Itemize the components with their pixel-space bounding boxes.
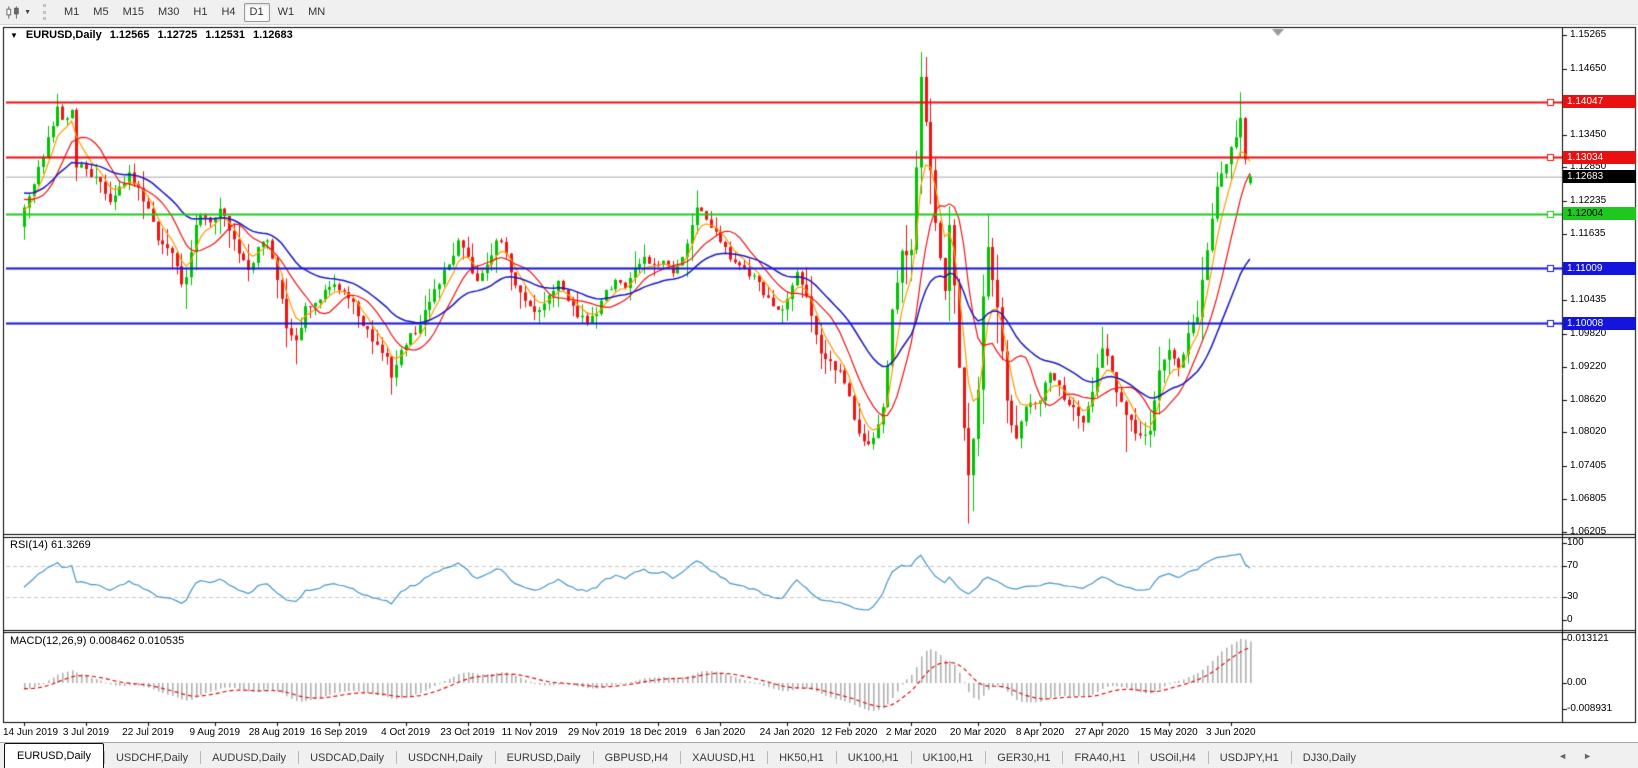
date-axis-label: 23 Oct 2019: [440, 727, 495, 738]
timeframe-button-m15[interactable]: M15: [122, 5, 144, 18]
date-axis-label: 4 Oct 2019: [381, 727, 431, 738]
price-axis-label: 1.12850: [1570, 161, 1607, 173]
chart-tab-7-xauusd-h1[interactable]: XAUUSD,H1: [680, 747, 767, 768]
chart-tabs: EURUSD,Daily USDCHF,Daily AUDUSD,Daily USDC…: [4, 742, 1368, 768]
price-line-badge: 1.10008: [1563, 316, 1636, 330]
chart-tab-1-usdchf-daily[interactable]: USDCHF,Daily: [103, 747, 200, 768]
chart-title: ▼ EURUSD,Daily 1.12565 1.12725 1.12531 1…: [10, 29, 293, 41]
date-axis-label: 22 Jul 2019: [122, 727, 174, 738]
date-axis-label: 9 Aug 2019: [189, 727, 241, 738]
price-axis-label: 1.14650: [1570, 62, 1607, 74]
rsi-label: RSI(14) 61.3269: [10, 539, 91, 551]
date-axis-label: 2 Mar 2020: [885, 727, 937, 738]
ohlc-high: 1.12725: [157, 29, 198, 41]
macd-scale-label: -0.008931: [1567, 703, 1613, 714]
price-axis-label: 1.13450: [1570, 128, 1607, 140]
date-axis-label: 3 Jul 2019: [62, 727, 110, 738]
price-axis-label: 1.10435: [1570, 293, 1607, 305]
chart-tab-2-audusd-daily[interactable]: AUDUSD,Daily: [200, 747, 298, 768]
chart-style-icon[interactable]: ▼: [5, 3, 31, 21]
date-axis-label: 3 Jun 2020: [1206, 727, 1256, 738]
timeframe-buttons: M1 M5 M15 M30 H1 H4 D1 W1 MN: [57, 2, 332, 22]
date-axis-label: 24 Jan 2020: [759, 727, 815, 738]
date-axis-label: 11 Nov 2019: [501, 727, 558, 738]
price-axis-label: 1.09820: [1570, 327, 1607, 339]
date-axis-label: 28 Aug 2019: [248, 727, 305, 738]
timeframe-button-m30[interactable]: M30: [157, 5, 180, 18]
chart-symbol-label: EURUSD,Daily: [25, 29, 102, 41]
chart-tab-0-eurusd-daily[interactable]: EURUSD,Daily: [4, 743, 104, 768]
date-axis-label: 18 Dec 2019: [630, 727, 687, 738]
chevron-down-icon: ▼: [24, 8, 31, 16]
price-axis-label: 1.15265: [1570, 29, 1607, 40]
price-axis-label: 1.06205: [1570, 526, 1607, 537]
rsi-scale-label: 100: [1567, 537, 1584, 548]
date-axis-label: 29 Nov 2019: [568, 727, 625, 738]
chart-tab-14-usdjpy-h1[interactable]: USDJPY,H1: [1207, 747, 1291, 768]
timeframe-button-h1[interactable]: H1: [193, 5, 208, 18]
price-line-badge: 1.12683: [1563, 170, 1636, 184]
date-axis-label: 27 Apr 2020: [1075, 727, 1129, 738]
chart-dropdown-icon[interactable]: ▼: [10, 30, 18, 40]
date-axis-label: 12 Feb 2020: [821, 727, 878, 738]
timeframe-button-m1[interactable]: M1: [64, 5, 80, 18]
price-axis-label: 1.07405: [1570, 460, 1607, 472]
chart-tab-13-usoil-h4[interactable]: USOil,H4: [1137, 747, 1208, 768]
toolbar-grip[interactable]: [43, 4, 47, 20]
chart-tab-bar: EURUSD,Daily USDCHF,Daily AUDUSD,Daily USDC…: [0, 742, 1638, 768]
timeframe-button-h4[interactable]: H4: [221, 5, 236, 18]
candlestick-icon: [6, 5, 19, 19]
price-axis-label: 1.12235: [1570, 195, 1607, 207]
chart-tab-11-ger30-h1[interactable]: GER30,H1: [985, 747, 1062, 768]
timeframe-toolbar: ▼ M1 M5 M15 M30 H1 H4 D1 W1 MN: [0, 0, 1638, 25]
chart-tab-10-uk100-h1[interactable]: UK100,H1: [910, 747, 986, 768]
macd-label: MACD(12,26,9) 0.008462 0.010535: [10, 635, 185, 647]
ohlc-close: 1.12683: [253, 29, 293, 41]
chart-tab-8-hk50-h1[interactable]: HK50,H1: [767, 747, 836, 768]
price-line-badge: 1.11009: [1563, 261, 1636, 275]
tab-scroll-right-icon[interactable]: ►: [1583, 750, 1592, 761]
chart-tab-4-usdcnh-daily[interactable]: USDCNH,Daily: [396, 747, 495, 768]
price-axis-label: 1.06805: [1570, 493, 1607, 505]
timeframe-button-w1[interactable]: W1: [277, 5, 295, 18]
price-line-badge: 1.12004: [1563, 207, 1636, 221]
rsi-scale-label: 70: [1567, 560, 1579, 572]
ohlc-low: 1.12531: [205, 29, 246, 41]
date-axis-label: 20 Mar 2020: [949, 727, 1007, 738]
price-line-badge: 1.14047: [1563, 95, 1636, 109]
chart-tab-12-fra40-h1[interactable]: FRA40,H1: [1062, 747, 1137, 768]
date-axis-label: 16 Sep 2019: [310, 727, 368, 738]
chart-tab-5-eurusd-daily[interactable]: EURUSD,Daily: [494, 747, 593, 768]
timeframe-button-m5[interactable]: M5: [93, 5, 109, 18]
price-line-badge: 1.13034: [1563, 150, 1636, 164]
chart-tab-9-uk100-h1[interactable]: UK100,H1: [835, 747, 911, 768]
rsi-scale-label: 0: [1567, 614, 1573, 625]
timeframe-button-d1[interactable]: D1: [243, 2, 270, 22]
macd-scale-label: 0.00: [1567, 677, 1587, 688]
ohlc-open: 1.12565: [109, 29, 150, 41]
tab-scroll-left-icon[interactable]: ◄: [1558, 750, 1568, 761]
date-axis-label: 6 Jan 2020: [695, 727, 746, 738]
timeframe-button-mn[interactable]: MN: [308, 5, 326, 18]
chart-tab-3-usdcad-daily[interactable]: USDCAD,Daily: [298, 747, 396, 768]
price-axis-label: 1.09220: [1570, 360, 1607, 372]
price-axis-label: 1.11635: [1570, 228, 1606, 240]
date-axis-label: 15 May 2020: [1139, 727, 1198, 738]
tab-scroll-arrows: ◄ ►: [1558, 751, 1592, 761]
date-axis-label: 8 Apr 2020: [1015, 727, 1065, 738]
macd-scale-label: 0.013121: [1567, 633, 1609, 644]
price-axis-label: 1.08020: [1570, 426, 1607, 438]
chart-tab-15-dj30-daily[interactable]: DJ30,Daily: [1290, 747, 1368, 768]
rsi-scale-label: 30: [1567, 590, 1579, 602]
price-axis-label: 1.08620: [1570, 393, 1607, 405]
date-axis-label: 14 Jun 2019: [3, 727, 59, 738]
chart-tab-6-gbpusd-h4[interactable]: GBPUSD,H4: [592, 747, 681, 768]
